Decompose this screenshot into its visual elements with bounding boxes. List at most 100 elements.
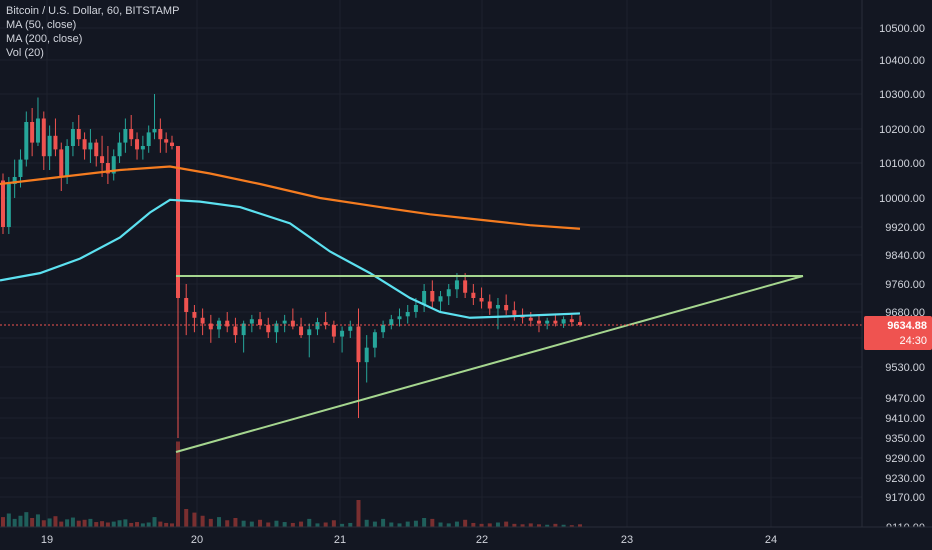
candle-body <box>184 298 189 312</box>
candle-body <box>372 332 377 348</box>
price-axis-bg <box>862 0 932 550</box>
candle-body <box>405 312 410 317</box>
candle-body <box>117 142 122 157</box>
time-axis-bg <box>0 527 932 550</box>
candle-body <box>561 319 566 324</box>
candle-body <box>290 320 295 327</box>
candle-body <box>200 317 205 324</box>
candle-body <box>1 180 5 227</box>
candle-body <box>274 323 279 333</box>
volume-bar <box>545 524 550 527</box>
candle-body <box>105 163 110 174</box>
candle-body <box>129 129 134 140</box>
candle-body <box>348 326 353 331</box>
volume-bar <box>528 523 533 527</box>
volume-bar <box>170 523 174 527</box>
candle-body <box>76 129 81 140</box>
indicator-ma50[interactable]: MA (50, close) <box>6 19 77 31</box>
price-badge-bg <box>864 316 932 351</box>
volume-bar <box>249 521 254 527</box>
volume-bar <box>152 517 157 527</box>
candle-body <box>18 159 23 177</box>
time-axis[interactable]: 19 20 21 22 23 24 <box>0 526 932 550</box>
indicator-ma200[interactable]: MA (200, close) <box>6 33 83 45</box>
candle-body <box>146 132 151 146</box>
candle-body <box>53 135 58 150</box>
volume-bar <box>158 521 163 527</box>
time-tick-label: 19 <box>41 534 53 546</box>
candle-body <box>315 322 320 330</box>
volume-bar <box>430 518 435 527</box>
legend: Bitcoin / U.S. Dollar, 60, BITSTAMP MA (… <box>6 4 179 60</box>
ma50-line <box>0 198 581 319</box>
candle-body <box>65 146 70 177</box>
volume-bar <box>88 518 93 527</box>
indicator-volume[interactable]: Vol (20) <box>6 47 44 59</box>
volume-bar <box>41 520 46 527</box>
volume-bar <box>364 519 369 527</box>
volume-bar <box>100 521 105 527</box>
price-tick-label: 9470.00 <box>885 393 925 405</box>
time-tick-label: 20 <box>191 534 203 546</box>
volume-bar <box>258 519 263 527</box>
candle-body <box>446 289 451 297</box>
candle-body <box>111 156 116 174</box>
volume-bar <box>569 525 574 527</box>
trendlines[interactable] <box>175 275 804 453</box>
volume-bar <box>135 522 140 527</box>
time-tick-label: 24 <box>765 534 777 546</box>
price-axis[interactable]: 9110.009170.009230.009290.009350.009410.… <box>861 0 932 550</box>
volume-bar <box>553 523 558 527</box>
candle-body <box>528 317 533 321</box>
symbol-title[interactable]: Bitcoin / U.S. Dollar, 60, BITSTAMP <box>6 5 180 17</box>
price-tick-label: 9290.00 <box>885 453 925 465</box>
price-tick-label: 9350.00 <box>885 433 925 445</box>
volume-bar <box>18 515 23 527</box>
price-badge: 9634.88 24:30 <box>864 316 932 351</box>
candle-body <box>364 347 369 363</box>
volume-bar <box>340 523 345 527</box>
candle-body <box>553 320 558 324</box>
time-tick-label: 22 <box>476 534 488 546</box>
volume-bar <box>208 518 213 527</box>
candle-body <box>241 323 246 336</box>
candle-body <box>123 129 128 143</box>
candle-body <box>430 291 435 302</box>
volume-bar <box>30 518 35 527</box>
volume-bar <box>117 520 122 527</box>
candle-body <box>389 319 394 325</box>
price-tick-label: 9170.00 <box>885 492 925 504</box>
candle-body <box>82 139 87 150</box>
volume-bar <box>504 521 509 527</box>
price-badge-value: 9634.88 <box>887 320 927 332</box>
volume-bar <box>372 521 377 527</box>
volume-bar <box>47 518 52 527</box>
volume-bar <box>454 521 459 527</box>
volume-bar <box>70 517 75 527</box>
candle-body <box>140 146 145 150</box>
volume-bar <box>217 517 222 527</box>
volume-bar <box>348 522 353 527</box>
volume-bar <box>176 441 180 527</box>
volume-bar <box>381 518 386 527</box>
candle-body <box>536 320 541 324</box>
volume-bar <box>405 521 410 527</box>
candle-body <box>495 305 500 309</box>
volume-bar <box>290 522 295 527</box>
volume-bar <box>123 519 128 527</box>
price-tick-label: 10400.00 <box>879 55 925 67</box>
candle-body <box>24 122 29 160</box>
volume-bar <box>512 523 517 527</box>
candle-body <box>323 322 328 325</box>
price-tick-label: 9410.00 <box>885 413 925 425</box>
candle-body <box>258 319 263 325</box>
candles <box>1 94 582 438</box>
price-tick-label: 10100.00 <box>879 158 925 170</box>
candle-body <box>249 319 254 324</box>
candle-body <box>59 149 64 177</box>
price-tick-label: 10200.00 <box>879 124 925 136</box>
candle-body <box>6 184 11 227</box>
volume-bar <box>146 522 151 527</box>
